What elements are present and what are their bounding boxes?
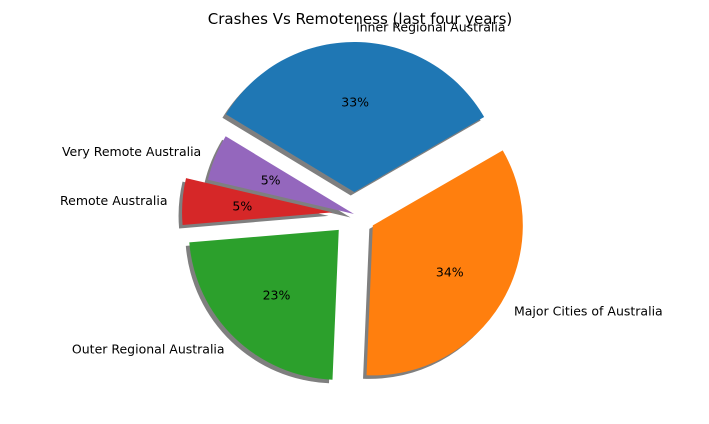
slice-remote-australia: [182, 178, 333, 225]
percent-label-very-remote-australia: 5%: [261, 172, 281, 187]
category-label-very-remote-australia: Very Remote Australia: [62, 144, 201, 159]
slice-labels: 34% Major Cities of Australia 23% Outer Reg…: [60, 20, 663, 357]
pie-slices: [182, 42, 523, 380]
slice-inner-regional-australia: [225, 42, 485, 193]
percent-label-major-cities-of-australia: 34%: [436, 265, 464, 280]
category-label-inner-regional-australia: Inner Regional Australia: [356, 20, 506, 35]
slice-outer-regional-australia: [189, 229, 339, 380]
percent-label-inner-regional-australia: 33%: [341, 95, 369, 110]
slice-very-remote-australia: [207, 136, 354, 214]
percent-label-outer-regional-australia: 23%: [263, 287, 291, 302]
category-label-remote-australia: Remote Australia: [60, 193, 168, 208]
chart-title: Crashes Vs Remoteness (last four years): [208, 10, 513, 28]
category-label-major-cities-of-australia: Major Cities of Australia: [514, 303, 663, 318]
category-label-outer-regional-australia: Outer Regional Australia: [72, 341, 225, 356]
percent-label-remote-australia: 5%: [232, 198, 252, 213]
slice-major-cities-of-australia: [366, 150, 523, 376]
